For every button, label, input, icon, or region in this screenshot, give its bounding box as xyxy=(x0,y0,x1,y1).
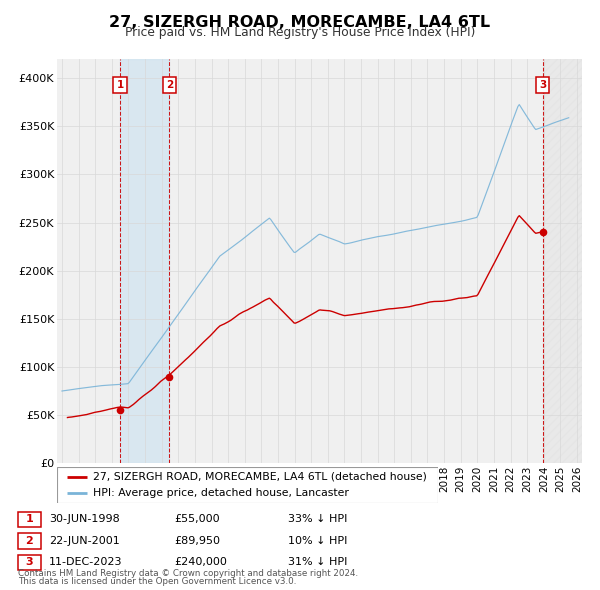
Text: 11-DEC-2023: 11-DEC-2023 xyxy=(49,558,123,567)
Text: £55,000: £55,000 xyxy=(174,514,220,524)
Text: Contains HM Land Registry data © Crown copyright and database right 2024.: Contains HM Land Registry data © Crown c… xyxy=(18,569,358,578)
Text: 33% ↓ HPI: 33% ↓ HPI xyxy=(288,514,347,524)
Text: 30-JUN-1998: 30-JUN-1998 xyxy=(49,514,120,524)
Text: 3: 3 xyxy=(539,80,547,90)
Text: £240,000: £240,000 xyxy=(174,558,227,567)
Text: 1: 1 xyxy=(26,514,33,524)
Text: Price paid vs. HM Land Registry's House Price Index (HPI): Price paid vs. HM Land Registry's House … xyxy=(125,26,475,39)
Text: This data is licensed under the Open Government Licence v3.0.: This data is licensed under the Open Gov… xyxy=(18,578,296,586)
Bar xyxy=(120,59,169,463)
Text: 27, SIZERGH ROAD, MORECAMBE, LA4 6TL: 27, SIZERGH ROAD, MORECAMBE, LA4 6TL xyxy=(109,15,491,30)
Text: 10% ↓ HPI: 10% ↓ HPI xyxy=(288,536,347,546)
Text: HPI: Average price, detached house, Lancaster: HPI: Average price, detached house, Lanc… xyxy=(93,488,349,498)
Text: 27, SIZERGH ROAD, MORECAMBE, LA4 6TL (detached house): 27, SIZERGH ROAD, MORECAMBE, LA4 6TL (de… xyxy=(93,472,427,482)
Text: 22-JUN-2001: 22-JUN-2001 xyxy=(49,536,120,546)
Text: £89,950: £89,950 xyxy=(174,536,220,546)
Bar xyxy=(543,59,582,463)
Text: 31% ↓ HPI: 31% ↓ HPI xyxy=(288,558,347,567)
Text: 3: 3 xyxy=(26,558,33,567)
Text: 2: 2 xyxy=(26,536,33,546)
Text: 1: 1 xyxy=(116,80,124,90)
Text: 2: 2 xyxy=(166,80,173,90)
